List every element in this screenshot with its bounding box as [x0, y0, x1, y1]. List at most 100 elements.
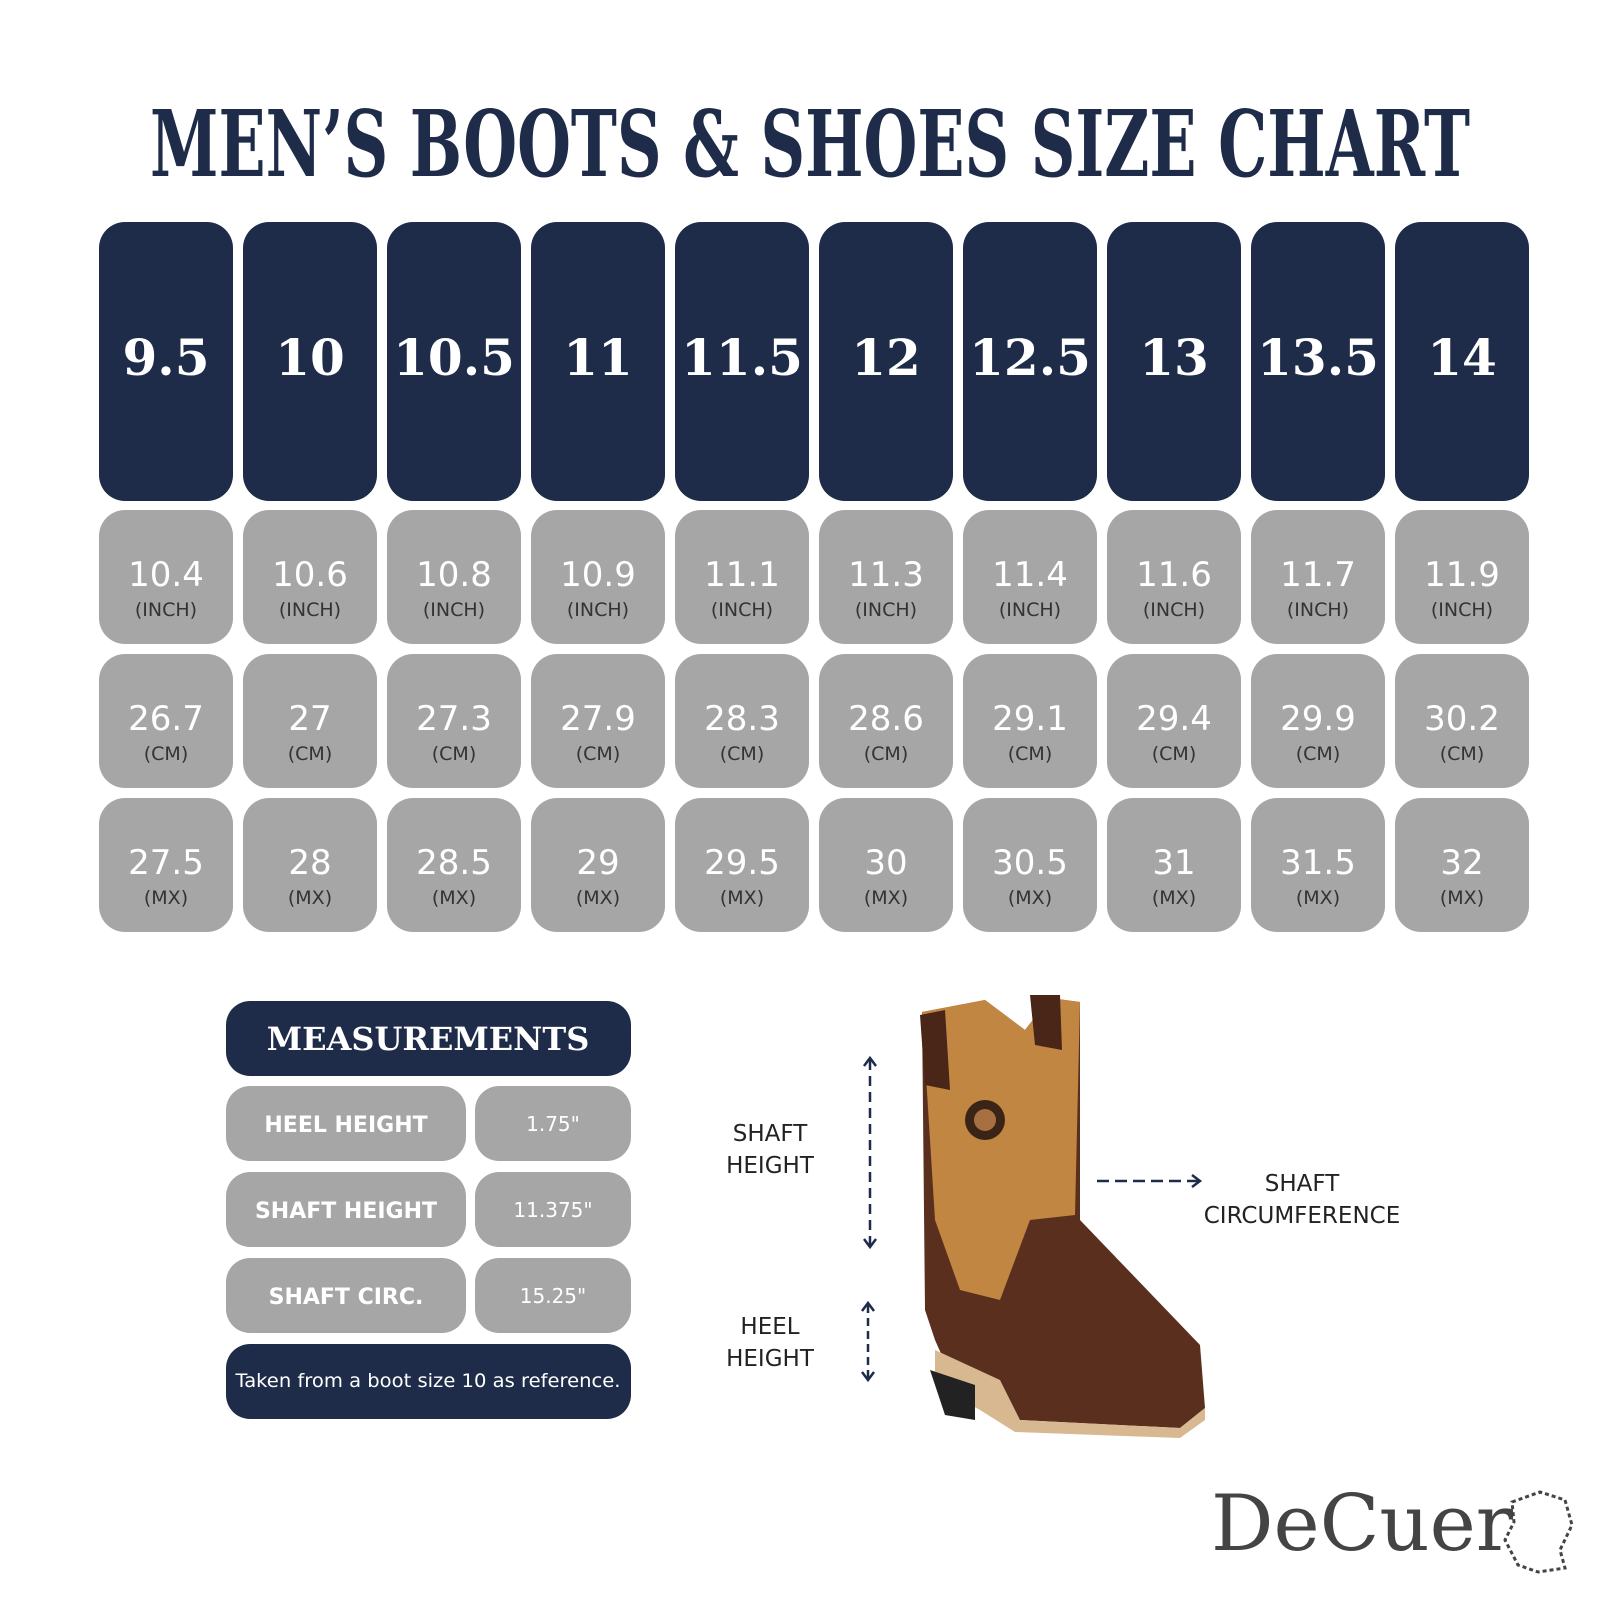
measure-value: 32 — [1440, 843, 1483, 883]
measure-value-cell — [475, 1086, 631, 1161]
measure-value: 11.6 — [1136, 555, 1212, 595]
brand-mark — [1503, 1490, 1574, 1574]
size-cell — [1395, 222, 1529, 501]
measure-value: 11.1 — [704, 555, 780, 595]
size-cell — [243, 222, 377, 501]
measure-unit: (MX) — [288, 887, 332, 909]
measure-unit: (INCH) — [1143, 599, 1205, 621]
measure-value: 10.8 — [416, 555, 492, 595]
measure-amount: 1.75" — [526, 1112, 580, 1136]
size-cell — [387, 222, 521, 501]
measure-value: 10.9 — [560, 555, 636, 595]
measure-value: 28.3 — [704, 699, 780, 739]
size-cell — [963, 222, 1097, 501]
measure-cell — [963, 510, 1097, 644]
measure-value: 30.2 — [1424, 699, 1500, 739]
measure-unit: (INCH) — [423, 599, 485, 621]
measure-cell — [243, 510, 377, 644]
measure-unit: (CM) — [864, 743, 909, 765]
measure-value: 27.3 — [416, 699, 492, 739]
measure-value: 28 — [288, 843, 331, 883]
measure-unit: (INCH) — [279, 599, 341, 621]
measure-cell — [963, 654, 1097, 788]
measure-unit: (INCH) — [1287, 599, 1349, 621]
size-cell — [531, 222, 665, 501]
diagram-label: SHAFT — [733, 1121, 808, 1147]
measure-value: 11.3 — [848, 555, 924, 595]
measure-cell — [675, 654, 809, 788]
measure-unit: (CM) — [1296, 743, 1341, 765]
measure-label: SHAFT CIRC. — [269, 1285, 424, 1310]
measure-cell — [243, 798, 377, 932]
measure-unit: (INCH) — [711, 599, 773, 621]
measure-cell — [1395, 510, 1529, 644]
size-label: 10.5 — [393, 328, 515, 387]
measure-value: 30 — [864, 843, 907, 883]
arrows — [861, 1055, 1203, 1383]
measure-unit: (MX) — [144, 887, 188, 909]
measure-value: 11.9 — [1424, 555, 1500, 595]
measure-cell — [1107, 510, 1241, 644]
measure-amount: 11.375" — [513, 1198, 592, 1222]
size-cell — [819, 222, 953, 501]
measure-value: 28.5 — [416, 843, 492, 883]
measure-unit: (INCH) — [1431, 599, 1493, 621]
size-cell — [99, 222, 233, 501]
measure-unit: (CM) — [1008, 743, 1053, 765]
size-label: 14 — [1427, 328, 1497, 387]
measure-unit: (CM) — [576, 743, 621, 765]
measure-unit: (MX) — [576, 887, 620, 909]
measure-cell — [819, 654, 953, 788]
measure-unit: (INCH) — [567, 599, 629, 621]
size-label: 12.5 — [969, 328, 1091, 387]
measure-cell — [819, 798, 953, 932]
measure-value: 10.6 — [272, 555, 348, 595]
measure-label: SHAFT HEIGHT — [255, 1199, 437, 1224]
measure-value: 11.7 — [1280, 555, 1356, 595]
measure-unit: (CM) — [144, 743, 189, 765]
size-label: 13 — [1139, 328, 1209, 387]
measure-value: 27.9 — [560, 699, 636, 739]
size-cell — [675, 222, 809, 501]
measure-value: 31.5 — [1280, 843, 1356, 883]
measure-cell — [1107, 654, 1241, 788]
page-title: MEN’S BOOTS & SHOES SIZE CHART — [150, 90, 1470, 198]
measure-unit: (CM) — [720, 743, 765, 765]
diagram-label: HEEL — [740, 1314, 799, 1340]
measure-value: 26.7 — [128, 699, 204, 739]
measure-unit: (INCH) — [135, 599, 197, 621]
measure-unit: (MX) — [1296, 887, 1340, 909]
measure-cell — [99, 654, 233, 788]
size-label: 10 — [275, 328, 345, 387]
measure-value-cell — [475, 1258, 631, 1333]
measure-cell — [1251, 654, 1385, 788]
measure-label: HEEL HEIGHT — [264, 1113, 427, 1138]
measure-value: 10.4 — [128, 555, 204, 595]
measure-cell — [1107, 798, 1241, 932]
measure-unit: (CM) — [1440, 743, 1485, 765]
measure-cell — [1251, 510, 1385, 644]
measure-value: 30.5 — [992, 843, 1068, 883]
size-label: 11.5 — [681, 328, 803, 387]
note-cell — [226, 1344, 631, 1419]
measure-label-cell — [226, 1086, 466, 1161]
measure-value: 11.4 — [992, 555, 1068, 595]
measure-cell — [531, 798, 665, 932]
measure-value: 31 — [1152, 843, 1195, 883]
size-label: 13.5 — [1257, 328, 1379, 387]
measure-unit: (MX) — [1152, 887, 1196, 909]
size-label: 9.5 — [123, 328, 210, 387]
measure-cell — [99, 510, 233, 644]
size-label: 12 — [851, 328, 921, 387]
measure-cell — [387, 510, 521, 644]
measure-cell — [531, 654, 665, 788]
measure-amount: 15.25" — [520, 1284, 586, 1308]
measure-unit: (MX) — [720, 887, 764, 909]
measure-cell — [1395, 798, 1529, 932]
measure-value: 29.1 — [992, 699, 1068, 739]
diagram-label: SHAFT — [1265, 1171, 1340, 1197]
diagram-label: HEIGHT — [726, 1153, 815, 1179]
measure-cell — [963, 798, 1097, 932]
measure-cell — [99, 798, 233, 932]
